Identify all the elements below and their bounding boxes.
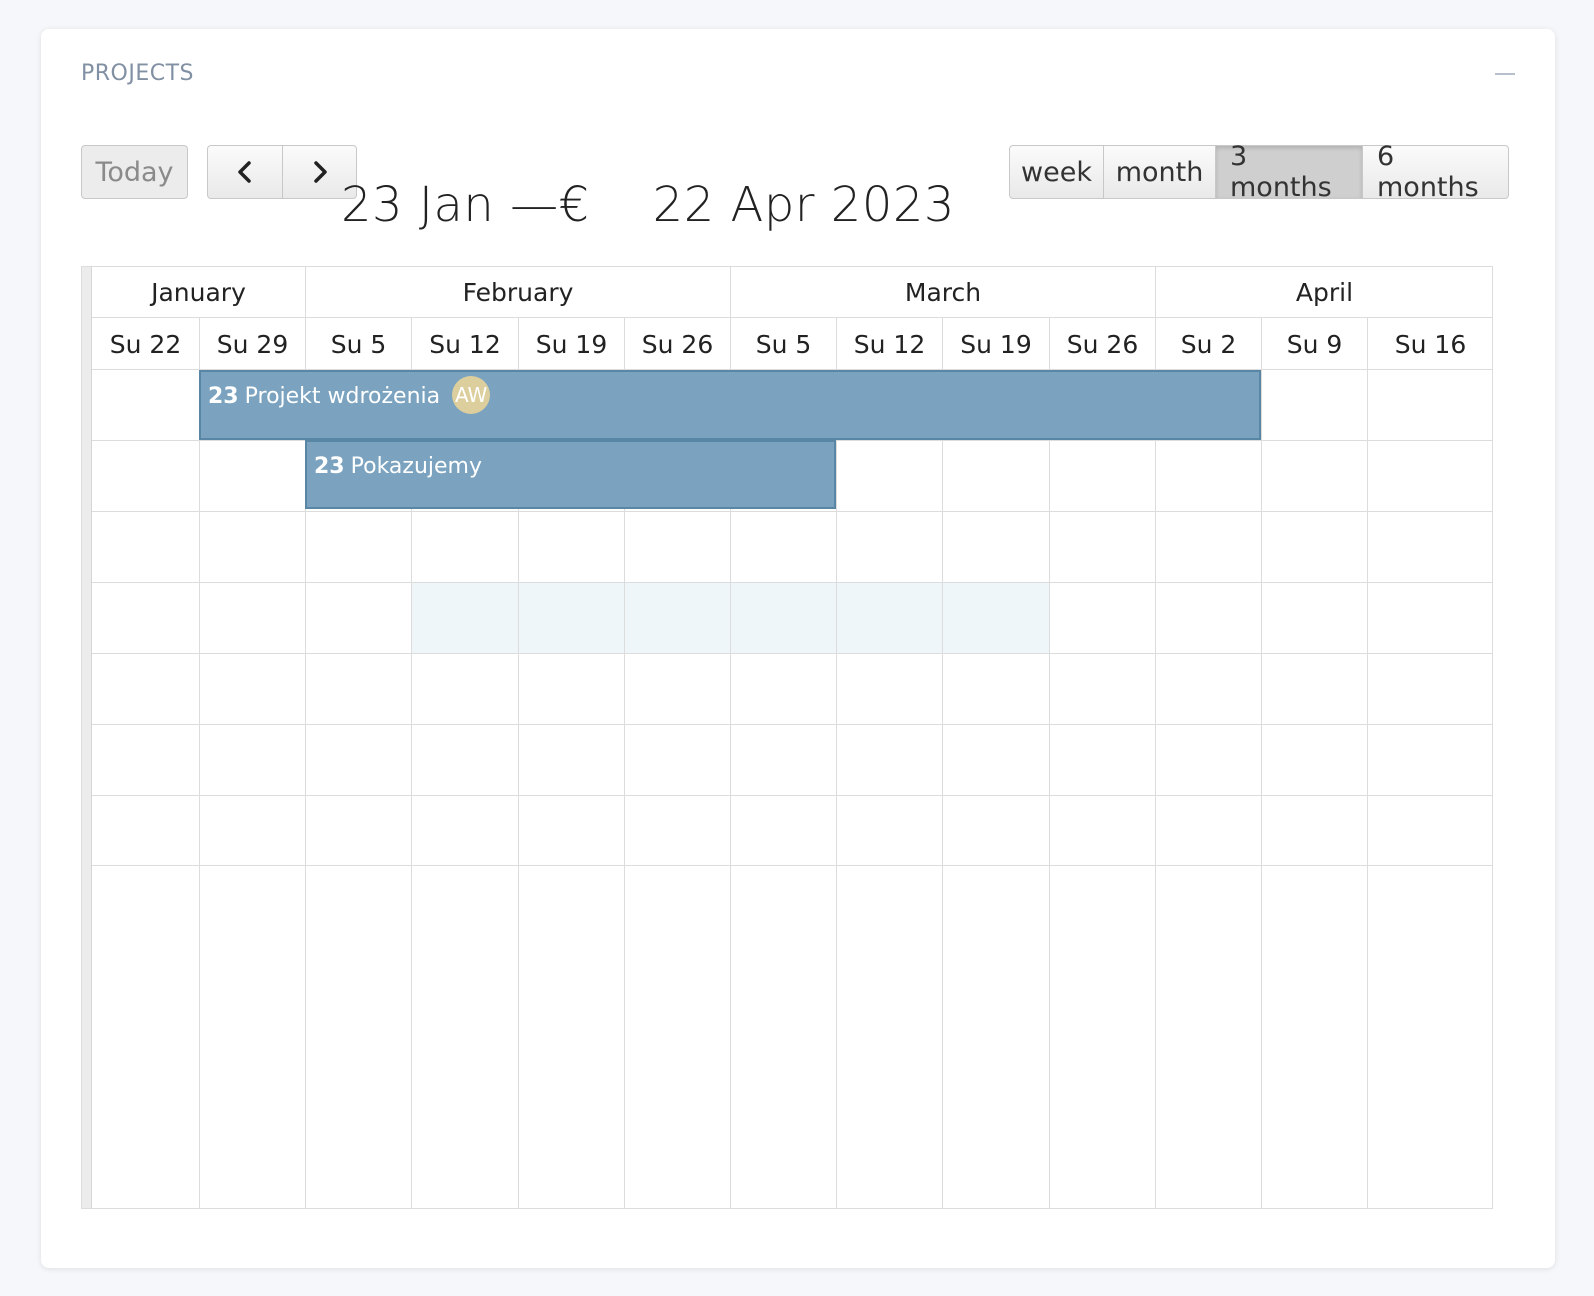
timeline-body: 23 Projekt wdrożenia AW 23 Pokazujemy	[92, 370, 1492, 1208]
week-header: Su 9	[1261, 318, 1367, 370]
event-number: 23	[208, 384, 239, 409]
week-header: Su 26	[624, 318, 730, 370]
event-title: Pokazujemy	[350, 454, 482, 479]
view-3-months-button[interactable]: 3 months	[1216, 141, 1363, 203]
chevron-right-icon	[313, 161, 327, 183]
widget-title: PROJECTS	[81, 61, 195, 86]
collapse-icon[interactable]	[1495, 73, 1515, 75]
month-header-april: April	[1155, 267, 1492, 318]
event-number: 23	[314, 454, 345, 479]
view-month-button[interactable]: month	[1104, 145, 1216, 199]
week-header: Su 22	[109, 329, 182, 359]
week-header: Su 19	[518, 318, 624, 370]
prev-button[interactable]	[207, 145, 283, 199]
week-header: Su 29	[199, 318, 305, 370]
view-week-button[interactable]: week	[1009, 145, 1104, 199]
week-header: Su 5	[305, 318, 411, 370]
month-header-march: March	[730, 267, 1155, 318]
event-title: Projekt wdrożenia	[244, 384, 441, 409]
week-header: Su 19	[942, 318, 1049, 370]
next-button[interactable]	[282, 145, 357, 199]
chevron-left-icon	[238, 161, 251, 183]
event-pokazujemy[interactable]: 23 Pokazujemy	[305, 440, 836, 509]
week-header: Su 12	[836, 318, 942, 370]
month-header-january: January	[151, 278, 246, 307]
week-header: Su 16	[1367, 318, 1492, 370]
view-6-months-button[interactable]: 6 months	[1363, 141, 1509, 203]
week-header: Su 5	[730, 318, 836, 370]
week-header: Su 26	[1049, 318, 1155, 370]
timeline-grid: January February March April Su 22 Su 29…	[81, 266, 1493, 1209]
today-button[interactable]: Today	[81, 145, 188, 199]
month-header-row: January February March April	[92, 267, 1492, 318]
date-range-title: 23 Jan —€ 22 Apr 2023	[341, 177, 955, 233]
avatar: AW	[452, 376, 491, 414]
week-header: Su 2	[1155, 318, 1261, 370]
projects-widget: PROJECTS Today 23 Jan —€ 22 Apr 2023 wee…	[41, 29, 1555, 1268]
view-switcher: week month 3 months 6 months	[1009, 141, 1509, 203]
week-header: Su 12	[411, 318, 518, 370]
event-projekt-wdrozenia[interactable]: 23 Projekt wdrożenia AW	[199, 370, 1261, 440]
month-header-february: February	[305, 267, 730, 318]
week-header-row: Su 22 Su 29 Su 5 Su 12 Su 19 Su 26 Su 5 …	[92, 318, 1492, 370]
timeline-scrollbar[interactable]	[82, 267, 92, 1208]
